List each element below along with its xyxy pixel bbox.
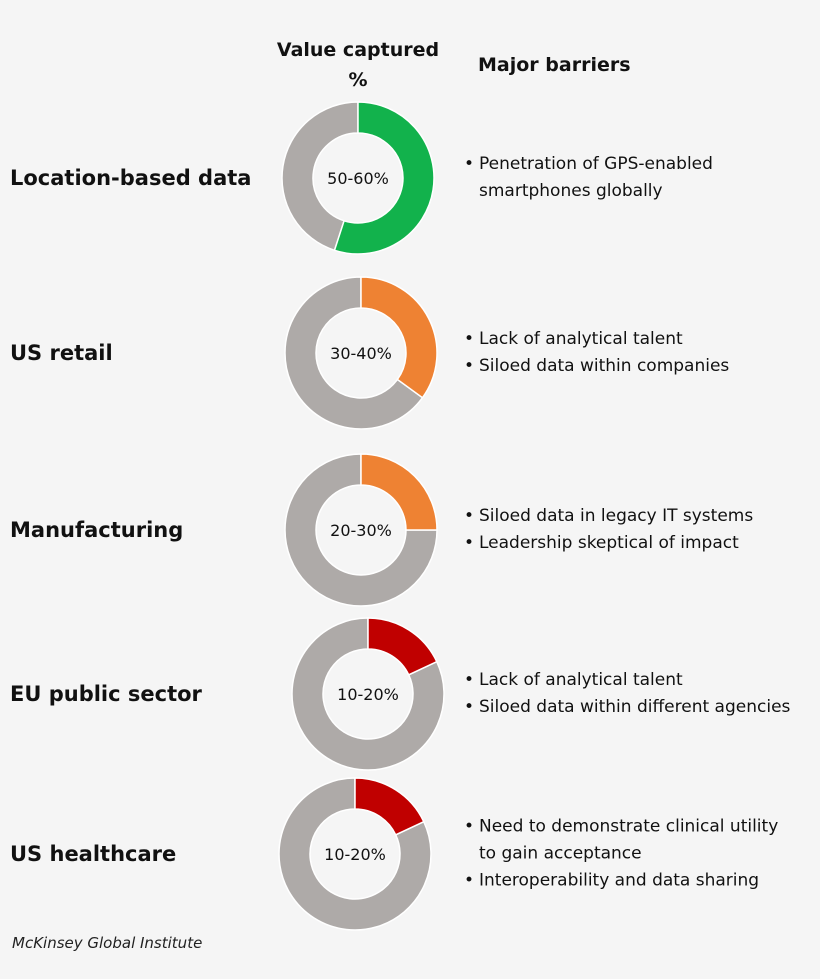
donut-remainder-segment <box>284 453 438 607</box>
barrier-item: Siloed data within different agencies <box>464 694 799 721</box>
donut-us-healthcare: 10-20% <box>278 777 432 931</box>
donut-value-label: 20-30% <box>330 520 392 540</box>
barriers-list-us-healthcare: Need to demonstrate clinical utility to … <box>464 814 799 895</box>
value-captured-header: Value captured % <box>276 39 440 91</box>
donut-value-label: 50-60% <box>327 168 389 188</box>
barrier-item: Siloed data in legacy IT systems <box>464 503 799 530</box>
donut-remainder-segment <box>281 101 359 252</box>
barrier-item: Need to demonstrate clinical utility to … <box>464 814 799 868</box>
barrier-item: Penetration of GPS-enabled smartphones g… <box>464 151 749 205</box>
barriers-list-us-retail: Lack of analytical talentSiloed data wit… <box>464 326 799 380</box>
barrier-item: Lack of analytical talent <box>464 326 799 353</box>
donut-value-label: 10-20% <box>337 684 399 704</box>
barriers-list-location-based-data: Penetration of GPS-enabled smartphones g… <box>464 151 749 205</box>
donut-eu-public-sector: 10-20% <box>291 617 445 771</box>
row-label-eu-public-sector: EU public sector <box>10 682 202 706</box>
donut-value-segment <box>360 453 438 531</box>
row-label-location-based-data: Location-based data <box>10 166 252 190</box>
donut-svg <box>281 101 435 255</box>
source-note: McKinsey Global Institute <box>12 934 203 952</box>
barriers-list-eu-public-sector: Lack of analytical talentSiloed data wit… <box>464 667 799 721</box>
donut-value-segment <box>360 276 438 399</box>
barrier-item: Siloed data within companies <box>464 353 799 380</box>
donut-remainder-segment <box>291 617 445 771</box>
donut-value-label: 10-20% <box>324 844 386 864</box>
row-label-manufacturing: Manufacturing <box>10 518 184 542</box>
barrier-item: Lack of analytical talent <box>464 667 799 694</box>
donut-svg <box>284 276 438 430</box>
donut-remainder-segment <box>284 276 424 430</box>
barrier-item: Leadership skeptical of impact <box>464 530 799 557</box>
donut-value-segment <box>354 777 425 836</box>
row-label-us-healthcare: US healthcare <box>10 842 177 866</box>
donut-svg <box>278 777 432 931</box>
donut-svg <box>284 453 438 607</box>
donut-manufacturing: 20-30% <box>284 453 438 607</box>
donut-value-segment <box>367 617 438 676</box>
donut-value-segment <box>333 101 435 255</box>
barrier-item: Interoperability and data sharing <box>464 868 799 895</box>
row-label-us-retail: US retail <box>10 341 113 365</box>
donut-location-based-data: 50-60% <box>281 101 435 255</box>
donut-svg <box>291 617 445 771</box>
donut-value-label: 30-40% <box>330 343 392 363</box>
barriers-list-manufacturing: Siloed data in legacy IT systemsLeadersh… <box>464 503 799 557</box>
donut-remainder-segment <box>278 777 432 931</box>
donut-us-retail: 30-40% <box>284 276 438 430</box>
major-barriers-header: Major barriers <box>478 54 631 76</box>
